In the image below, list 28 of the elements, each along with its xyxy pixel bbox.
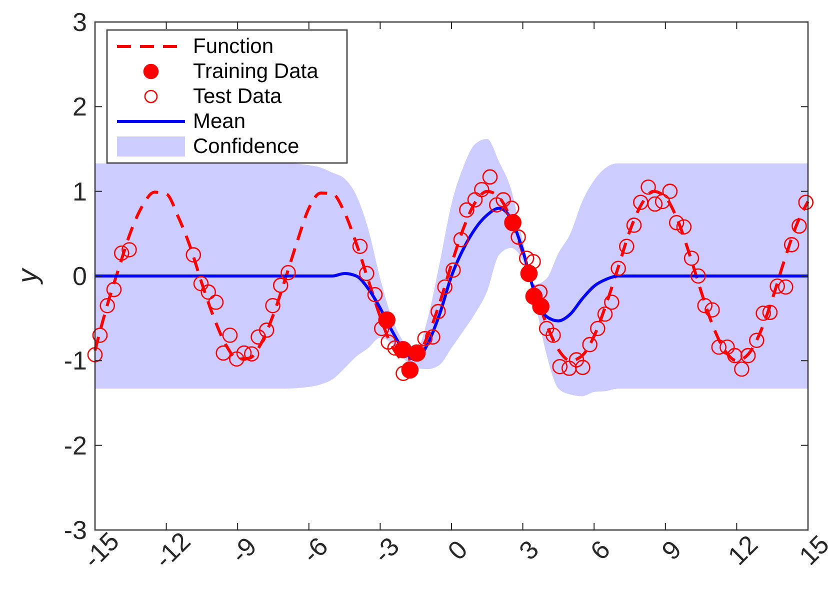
point (378, 311, 396, 329)
x-tick-label: 6 (584, 534, 616, 566)
x-tick-label: 0 (442, 534, 474, 566)
x-tick-label: 9 (656, 534, 688, 566)
point (532, 298, 550, 316)
y-tick-label: 3 (72, 7, 87, 37)
legend-label: Test Data (193, 85, 282, 108)
y-tick-label: -2 (64, 430, 87, 460)
x-tick-label: -12 (148, 526, 196, 574)
point (504, 214, 522, 232)
x-tick-label: -9 (224, 531, 262, 569)
x-tick-label: -6 (296, 531, 334, 569)
y-tick-label: 0 (72, 261, 87, 291)
y-tick-label: 1 (72, 176, 87, 206)
y-tick-label: 2 (72, 92, 87, 122)
point (408, 344, 426, 362)
x-tick-label: 3 (513, 534, 545, 566)
legend-label: Mean (193, 110, 246, 133)
point (520, 264, 538, 282)
x-tick-label: 12 (722, 529, 764, 571)
x-tick-label: -3 (367, 531, 405, 569)
legend-label: Training Data (193, 60, 319, 83)
y-axis-title: y (12, 267, 43, 285)
point (401, 361, 419, 379)
y-tick-label: -1 (64, 346, 87, 376)
x-tick-label: 15 (793, 529, 831, 571)
legend-label: Confidence (193, 135, 300, 158)
legend-label: Function (193, 35, 274, 58)
